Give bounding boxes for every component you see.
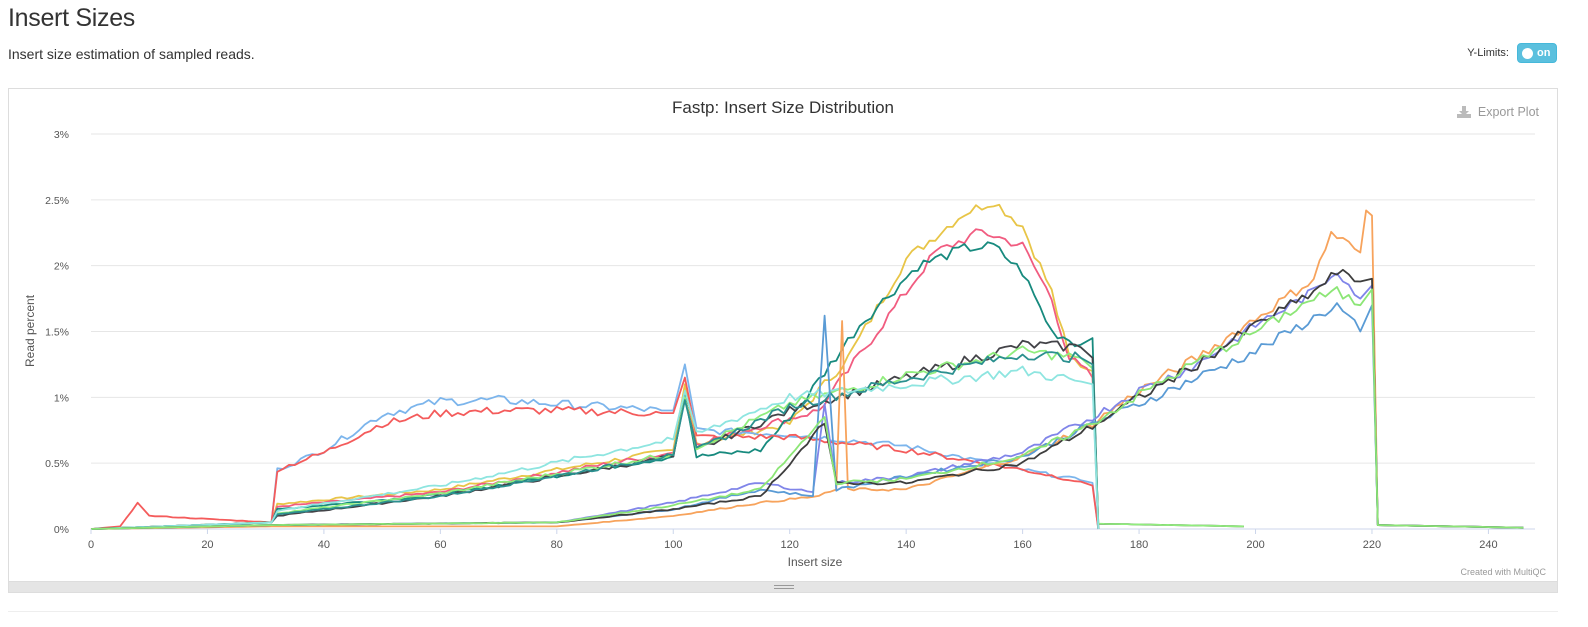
multiqc-credit: Created with MultiQC bbox=[1460, 567, 1546, 577]
x-tick-label: 40 bbox=[318, 539, 330, 551]
y-tick-label: 1% bbox=[54, 392, 69, 404]
grip-icon bbox=[774, 585, 794, 589]
section-description: Insert size estimation of sampled reads. bbox=[8, 46, 255, 62]
x-tick-label: 220 bbox=[1363, 539, 1381, 551]
x-tick-label: 240 bbox=[1479, 539, 1497, 551]
x-tick-label: 140 bbox=[897, 539, 915, 551]
series-line[interactable] bbox=[90, 363, 1100, 530]
series-line[interactable] bbox=[90, 203, 1100, 530]
plot-container: Fastp: Insert Size Distribution Insert s… bbox=[8, 88, 1558, 582]
plot-resize-handle[interactable] bbox=[8, 582, 1558, 593]
x-tick-label: 0 bbox=[88, 539, 94, 551]
y-tick-label: 2% bbox=[54, 261, 69, 273]
y-tick-label: 2.5% bbox=[45, 195, 69, 207]
series-line[interactable] bbox=[90, 365, 1100, 530]
x-tick-label: 180 bbox=[1130, 539, 1148, 551]
export-plot-label: Export Plot bbox=[1477, 105, 1539, 119]
x-tick-label: 120 bbox=[781, 539, 799, 551]
y-tick-label: 0% bbox=[54, 524, 69, 536]
x-tick-label: 60 bbox=[434, 539, 446, 551]
toggle-knob bbox=[1522, 47, 1533, 59]
x-tick-label: 20 bbox=[201, 539, 213, 551]
ylimits-label: Y-Limits: bbox=[1467, 47, 1509, 59]
insert-size-chart: Fastp: Insert Size Distribution Insert s… bbox=[23, 98, 1535, 569]
chart-title: Fastp: Insert Size Distribution bbox=[672, 98, 894, 117]
section-title: Insert Sizes bbox=[8, 4, 136, 32]
download-icon bbox=[1456, 106, 1471, 118]
series-line[interactable] bbox=[90, 241, 1100, 530]
y-tick-label: 1.5% bbox=[45, 327, 69, 339]
ylimits-toggle[interactable]: on bbox=[1517, 43, 1557, 63]
series-line[interactable] bbox=[90, 209, 1524, 530]
y-tick-label: 3% bbox=[54, 129, 69, 141]
y-tick-label: 0.5% bbox=[45, 458, 69, 470]
x-tick-label: 200 bbox=[1246, 539, 1264, 551]
y-axis-label: Read percent bbox=[23, 294, 37, 367]
divider bbox=[8, 611, 1558, 612]
series-line[interactable] bbox=[90, 286, 1524, 530]
x-axis-label: Insert size bbox=[788, 555, 843, 569]
x-tick-label: 80 bbox=[551, 539, 563, 551]
ylimits-control: Y-Limits: on bbox=[1467, 43, 1557, 63]
x-tick-label: 100 bbox=[664, 539, 682, 551]
series-line[interactable] bbox=[90, 376, 1100, 530]
export-plot-button[interactable]: Export Plot bbox=[1456, 105, 1539, 119]
x-tick-label: 160 bbox=[1013, 539, 1031, 551]
toggle-text: on bbox=[1537, 47, 1551, 59]
